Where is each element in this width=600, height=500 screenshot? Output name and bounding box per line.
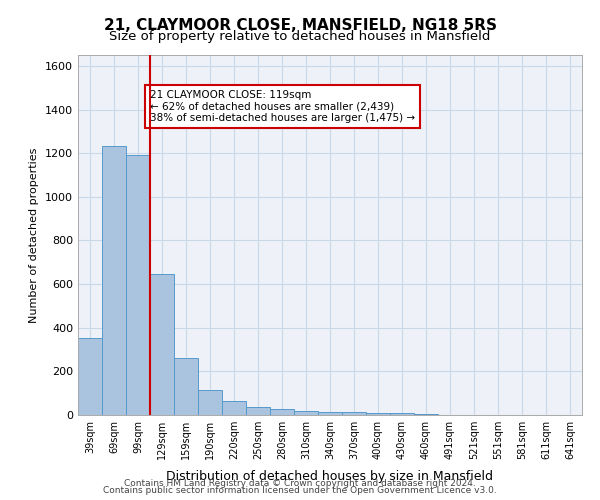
- Bar: [126, 156, 150, 415]
- Bar: [78, 338, 102, 415]
- Bar: [102, 146, 126, 415]
- Bar: [270, 409, 294, 415]
- Bar: [294, 411, 318, 415]
- Bar: [150, 274, 174, 415]
- Bar: [414, 414, 438, 415]
- Bar: [198, 390, 222, 415]
- Bar: [246, 406, 270, 415]
- Text: 21, CLAYMOOR CLOSE, MANSFIELD, NG18 5RS: 21, CLAYMOOR CLOSE, MANSFIELD, NG18 5RS: [104, 18, 497, 32]
- Bar: [390, 414, 414, 415]
- Y-axis label: Number of detached properties: Number of detached properties: [29, 148, 40, 322]
- X-axis label: Distribution of detached houses by size in Mansfield: Distribution of detached houses by size …: [167, 470, 493, 484]
- Bar: [222, 401, 246, 415]
- Bar: [318, 412, 342, 415]
- Bar: [366, 413, 390, 415]
- Text: 21 CLAYMOOR CLOSE: 119sqm
← 62% of detached houses are smaller (2,439)
38% of se: 21 CLAYMOOR CLOSE: 119sqm ← 62% of detac…: [150, 90, 415, 123]
- Bar: [342, 412, 366, 415]
- Text: Contains HM Land Registry data © Crown copyright and database right 2024.: Contains HM Land Registry data © Crown c…: [124, 478, 476, 488]
- Text: Contains public sector information licensed under the Open Government Licence v3: Contains public sector information licen…: [103, 486, 497, 495]
- Text: Size of property relative to detached houses in Mansfield: Size of property relative to detached ho…: [109, 30, 491, 43]
- Bar: [174, 358, 198, 415]
